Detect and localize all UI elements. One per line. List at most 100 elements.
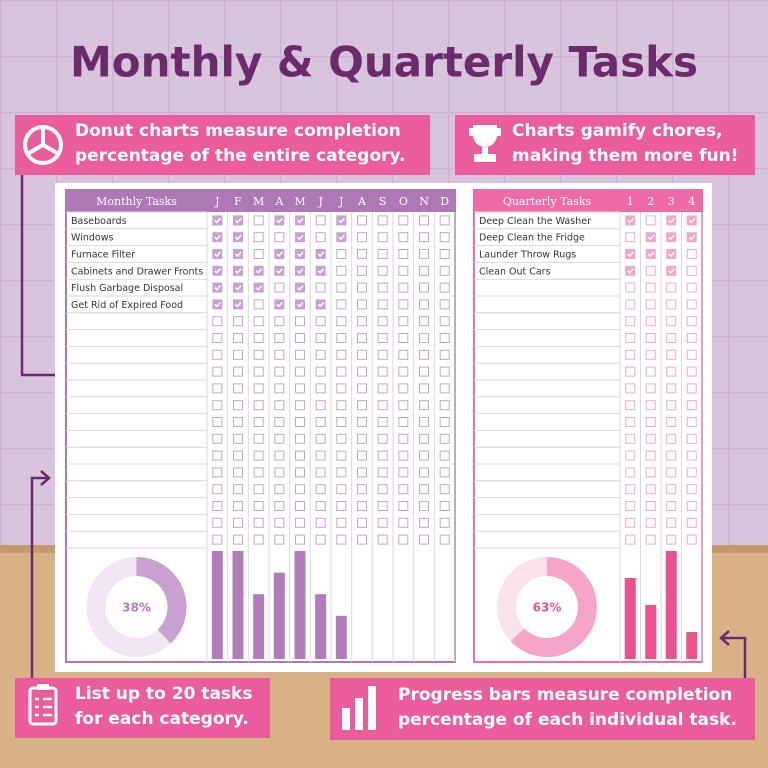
- checkbox: [212, 517, 223, 528]
- checkbox: [233, 467, 243, 478]
- column-label: S: [379, 195, 387, 208]
- checkbox: [686, 265, 697, 276]
- checkbox: [357, 265, 367, 276]
- checkbox: [666, 316, 677, 327]
- callout-text: making them more fun!: [512, 146, 738, 166]
- checkbox: [419, 517, 429, 528]
- checkbox: [645, 484, 656, 495]
- checkbox: [666, 400, 677, 411]
- checkbox: [686, 534, 697, 545]
- checkbox: [666, 383, 677, 394]
- checkbox: [398, 467, 409, 478]
- checkbox: [625, 484, 636, 495]
- checkbox: [686, 383, 697, 394]
- checkbox: [295, 249, 305, 259]
- checkbox: [315, 265, 326, 276]
- checkbox: [357, 333, 367, 343]
- check: [296, 251, 304, 258]
- check: [296, 285, 304, 291]
- checkbox: [315, 400, 326, 411]
- checkbox: [377, 215, 388, 226]
- donut-arc: [510, 557, 597, 657]
- checkbox: [357, 232, 367, 243]
- checkbox: [645, 232, 656, 243]
- checkbox: [666, 299, 677, 310]
- checkbox: [357, 383, 367, 394]
- checkbox: [645, 450, 656, 461]
- checkbox: [377, 534, 388, 545]
- checkbox: [377, 333, 388, 343]
- checkbox: [357, 316, 367, 327]
- task-name: Launder Throw Rugs: [479, 250, 576, 261]
- progress-bar: [211, 551, 223, 659]
- checkbox: [419, 534, 429, 545]
- checkbox: [439, 484, 450, 495]
- checkbox: [212, 467, 223, 478]
- checkbox: [295, 299, 305, 310]
- checkbox: [212, 433, 223, 444]
- checkbox: [212, 249, 223, 259]
- checkbox: [686, 316, 697, 327]
- callout-text: List up to 20 tasks: [75, 684, 252, 704]
- checkbox: [274, 450, 285, 461]
- checkbox: [377, 467, 388, 478]
- checkbox: [439, 316, 450, 327]
- checkbox: [233, 299, 243, 310]
- checkbox: [419, 366, 429, 377]
- checkbox: [645, 366, 656, 377]
- checkbox: [357, 450, 367, 461]
- check: [214, 234, 221, 241]
- check: [276, 251, 283, 258]
- checkbox: [212, 316, 223, 327]
- check: [688, 234, 696, 241]
- column-label: F: [234, 195, 242, 208]
- check: [276, 301, 283, 308]
- progress-bar: [273, 572, 285, 659]
- checkbox: [295, 501, 305, 511]
- checkbox: [253, 299, 264, 310]
- checkbox: [233, 517, 243, 528]
- checkbox: [357, 417, 367, 427]
- check: [234, 251, 242, 258]
- check: [668, 234, 675, 241]
- checkbox: [645, 383, 656, 394]
- checkbox: [625, 299, 636, 310]
- checkbox: [253, 450, 264, 461]
- checkbox: [419, 467, 429, 478]
- check: [296, 268, 304, 274]
- checkbox: [377, 417, 388, 427]
- check: [668, 251, 675, 258]
- checkbox: [295, 215, 305, 226]
- checkbox: [295, 265, 305, 276]
- checkbox: [398, 333, 409, 343]
- task-name: Deep Clean the Washer: [479, 216, 591, 227]
- check: [296, 217, 304, 224]
- checkbox: [212, 366, 223, 377]
- checkbox: [439, 349, 450, 360]
- checkbox: [686, 484, 697, 495]
- checkbox: [315, 484, 326, 495]
- checkbox: [212, 232, 223, 243]
- callout-text: Donut charts measure completion: [75, 121, 401, 141]
- checkbox: [357, 299, 367, 310]
- checkbox: [625, 450, 636, 461]
- checkbox: [315, 282, 326, 293]
- checkbox: [398, 417, 409, 427]
- checkbox: [625, 232, 636, 243]
- checkbox: [398, 366, 409, 377]
- checkbox: [625, 249, 636, 259]
- checkbox: [439, 265, 450, 276]
- check: [688, 217, 696, 224]
- progress-bar: [335, 615, 347, 659]
- checkbox: [625, 282, 636, 293]
- checkbox: [233, 450, 243, 461]
- checkbox: [295, 383, 305, 394]
- column-label: J: [317, 195, 322, 208]
- checkbox: [419, 383, 429, 394]
- checkbox: [336, 517, 347, 528]
- task-name: Baseboards: [71, 216, 127, 227]
- checkbox: [336, 484, 347, 495]
- check: [627, 268, 634, 274]
- task-name: Get Rid of Expired Food: [71, 300, 183, 311]
- checkbox: [274, 484, 285, 495]
